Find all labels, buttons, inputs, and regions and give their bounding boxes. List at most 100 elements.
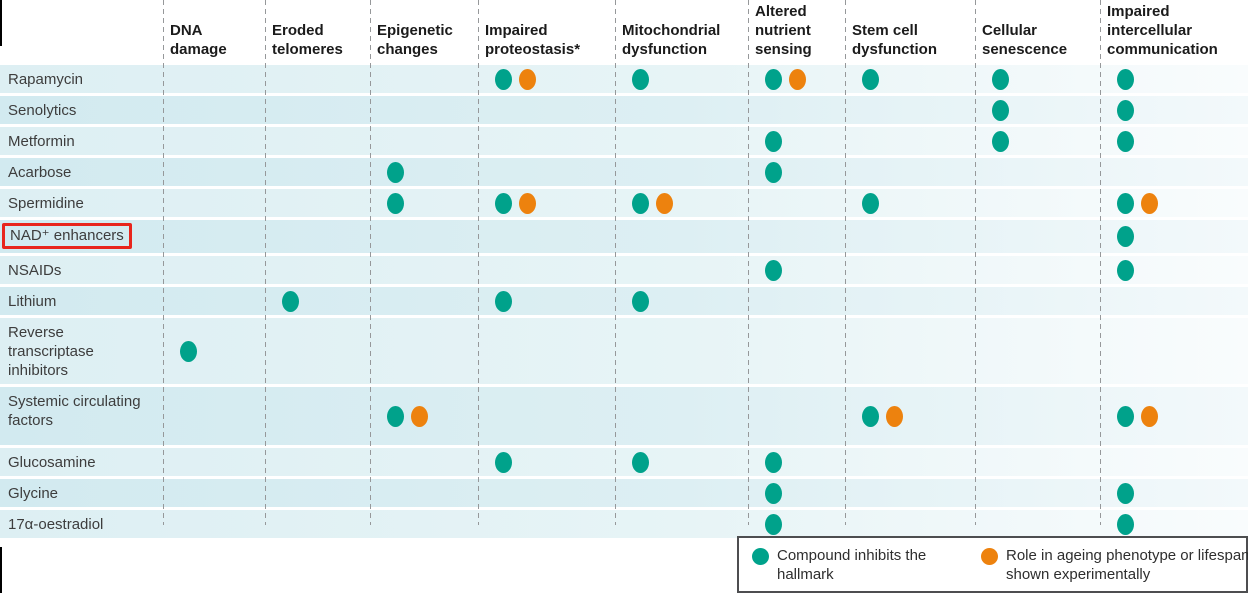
orange-dot-icon	[981, 548, 998, 565]
legend-label: Compound inhibits the hallmark	[777, 547, 927, 583]
table-row: Glucosamine	[0, 448, 1248, 476]
matrix-cell	[845, 256, 975, 284]
row-label: Glucosamine	[0, 448, 163, 476]
highlighted-row-label[interactable]: NAD⁺ enhancers	[2, 223, 132, 249]
matrix-cell	[478, 127, 615, 155]
matrix-cell	[1100, 256, 1248, 284]
row-label-text: Reverse transcriptase inhibitors	[8, 324, 94, 379]
orange-dot-icon	[519, 68, 536, 90]
table-row: Spermidine	[0, 189, 1248, 217]
teal-dot-icon	[1117, 259, 1134, 281]
teal-dot-icon	[1117, 482, 1134, 504]
row-label: Senolytics	[0, 96, 163, 124]
matrix-body: Rapamycin Senolytics Metformin Acarbose Sper…	[0, 65, 1248, 538]
column-header: Impaired intercellular communication	[1107, 3, 1218, 58]
matrix-cell	[975, 448, 1100, 476]
matrix-cell	[748, 127, 845, 155]
matrix-cell	[748, 448, 845, 476]
table-row: Lithium	[0, 287, 1248, 315]
orange-dot-icon	[656, 192, 673, 214]
teal-dot-icon	[862, 192, 879, 214]
matrix-cell	[370, 510, 478, 538]
matrix-cell	[615, 158, 748, 186]
table-row: Systemic circulating factors	[0, 387, 1248, 445]
table-row: NSAIDs	[0, 256, 1248, 284]
row-label-text: Glucosamine	[8, 454, 96, 471]
matrix-cell	[370, 318, 478, 384]
matrix-cell	[975, 127, 1100, 155]
teal-dot-icon	[632, 192, 649, 214]
orange-dot-icon	[1141, 192, 1158, 214]
column-header-row: DNA damage Eroded telomeres Epigenetic cha…	[0, 0, 1248, 62]
matrix-cell	[1100, 387, 1248, 445]
matrix-cell	[163, 318, 265, 384]
table-row: Acarbose	[0, 158, 1248, 186]
matrix-cell	[370, 189, 478, 217]
matrix-cell	[265, 65, 370, 93]
table-row: Metformin	[0, 127, 1248, 155]
matrix-cell	[370, 287, 478, 315]
matrix-cell	[478, 510, 615, 538]
matrix-cell	[1100, 318, 1248, 384]
matrix-cell	[370, 65, 478, 93]
orange-dot-icon	[1141, 405, 1158, 427]
orange-dot-icon	[886, 405, 903, 427]
column-header: Altered nutrient sensing	[755, 3, 812, 58]
teal-dot-icon	[765, 451, 782, 473]
matrix-cell	[370, 220, 478, 253]
column-header: Impaired proteostasis*	[485, 22, 581, 58]
teal-dot-icon	[387, 192, 404, 214]
matrix-cell	[370, 479, 478, 507]
teal-dot-icon	[495, 68, 512, 90]
teal-dot-icon	[752, 548, 769, 565]
matrix-cell	[975, 318, 1100, 384]
row-label-text: Systemic circulating factors	[8, 393, 141, 429]
teal-dot-icon	[282, 290, 299, 312]
matrix-cell	[478, 256, 615, 284]
matrix-cell	[163, 510, 265, 538]
matrix-cell	[615, 65, 748, 93]
teal-dot-icon	[180, 340, 197, 362]
matrix-cell	[845, 220, 975, 253]
matrix-cell	[163, 387, 265, 445]
matrix-cell	[845, 287, 975, 315]
matrix-cell	[1100, 220, 1248, 253]
matrix-cell	[163, 448, 265, 476]
matrix-cell	[478, 220, 615, 253]
matrix-cell	[748, 220, 845, 253]
matrix-cell	[748, 189, 845, 217]
teal-dot-icon	[765, 482, 782, 504]
row-label-text: Rapamycin	[8, 71, 84, 88]
matrix-cell	[1100, 65, 1248, 93]
table-row: Senolytics	[0, 96, 1248, 124]
column-separator-dashed-line	[370, 0, 371, 525]
matrix-cell	[478, 479, 615, 507]
legend-item-experimental: Role in ageing phenotype or lifespan sho…	[981, 546, 1248, 584]
matrix-cell	[265, 448, 370, 476]
matrix-cell	[163, 65, 265, 93]
matrix-cell	[845, 127, 975, 155]
row-label-text: 17α-oestradiol	[8, 516, 104, 533]
matrix-cell	[265, 318, 370, 384]
matrix-cell	[370, 158, 478, 186]
matrix-cell	[615, 189, 748, 217]
matrix-cell	[265, 287, 370, 315]
teal-dot-icon	[862, 68, 879, 90]
matrix-cell	[370, 256, 478, 284]
matrix-cell	[478, 96, 615, 124]
teal-dot-icon	[387, 161, 404, 183]
column-separator-dashed-line	[265, 0, 266, 525]
matrix-cell	[265, 256, 370, 284]
matrix-cell	[615, 96, 748, 124]
matrix-cell	[975, 96, 1100, 124]
matrix-cell	[748, 256, 845, 284]
matrix-cell	[748, 96, 845, 124]
orange-dot-icon	[519, 192, 536, 214]
teal-dot-icon	[1117, 99, 1134, 121]
table-row: 17α-oestradiol	[0, 510, 1248, 538]
matrix-cell	[748, 65, 845, 93]
matrix-cell	[370, 127, 478, 155]
matrix-cell	[845, 448, 975, 476]
row-label: Glycine	[0, 479, 163, 507]
